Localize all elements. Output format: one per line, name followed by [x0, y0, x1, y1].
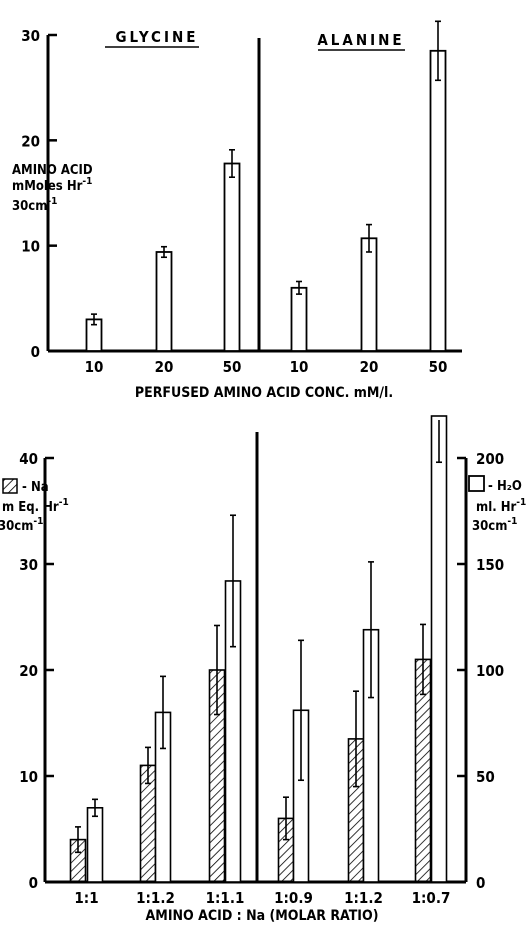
h2o-error-bar	[436, 420, 442, 464]
h2o-error-bar	[298, 639, 304, 782]
group-title-alanine: ALANINE	[317, 31, 404, 49]
bottom-x-tick-label: 1:1.2	[344, 889, 383, 907]
top-chart: 0 10 20 30 10 20 50 10 20 50 GLYCINE ALANINE AMI…	[12, 20, 462, 401]
bottom-x-tick-label: 1:1.2	[136, 889, 175, 907]
na-error-bar	[75, 826, 81, 854]
h2o-bar	[86, 806, 104, 883]
group-title-glycine: GLYCINE	[115, 28, 198, 46]
bottom-left-ylabel-line2-exp: -1	[33, 516, 43, 527]
top-x-axis-title: PERFUSED AMINO ACID CONC. mM/l.	[135, 385, 393, 401]
bottom-left-y-tick-label: 10	[19, 768, 38, 786]
h2o-error-bar	[160, 675, 166, 750]
bottom-chart: 0 10 20 30 40 0 50 100 150 200 1:1 1:1.2 1:1.1 1:0.…	[0, 415, 526, 924]
top-error-bar	[366, 223, 372, 253]
bottom-x-tick-label: 1:1	[74, 889, 98, 907]
top-x-tick-label: 50	[429, 358, 448, 376]
bottom-left-y-tick-label: 30	[19, 556, 38, 574]
top-error-bar	[296, 280, 302, 295]
bottom-right-ylabel-line2: 30cm-1	[472, 516, 517, 534]
na-error-bar	[353, 690, 359, 788]
top-bar	[155, 251, 173, 352]
legend-h2o-swatch	[468, 475, 485, 492]
top-error-bar	[91, 313, 97, 326]
top-error-bar	[161, 245, 167, 259]
top-y-tick-label: 30	[21, 27, 40, 45]
top-x-tick-label: 50	[223, 358, 242, 376]
top-bar	[429, 49, 447, 352]
h2o-error-bar	[368, 561, 374, 699]
bottom-right-ylabel-line1: ml. Hr-1	[476, 497, 526, 515]
bottom-left-ylabel-line1-exp: -1	[59, 497, 69, 508]
top-y-ticks: 0 10 20 30	[21, 27, 57, 361]
bottom-left-ylabel-line1: m Eq. Hr-1	[2, 497, 69, 515]
legend-na-label: Na	[31, 480, 49, 495]
bottom-right-y-tick-label: 50	[476, 768, 495, 786]
top-bars: 10 20 50 10 20 50	[85, 20, 448, 376]
bottom-right-y-tick-label: 100	[476, 662, 504, 680]
bottom-right-ylabel-line2-exp: -1	[507, 516, 517, 527]
top-bar	[290, 286, 308, 352]
bottom-left-y-tick-label: 40	[19, 450, 38, 468]
top-y-tick-label: 10	[21, 238, 40, 256]
top-ylabel-line3: 30cm-1	[12, 196, 57, 214]
top-bar	[360, 237, 378, 352]
bottom-right-ylabel-line2-text: 30cm	[472, 519, 507, 534]
bottom-left-y-tick-label: 0	[29, 874, 38, 892]
bottom-right-y-tick-label: 0	[476, 874, 485, 892]
top-ylabel-line2-exp: -1	[82, 176, 92, 187]
bottom-x-tick-label: 1:0.7	[412, 889, 451, 907]
top-error-bar	[435, 20, 441, 82]
top-ylabel-line1: AMINO ACID	[12, 163, 93, 178]
top-ylabel-line2-text: mMoles Hr	[12, 179, 83, 194]
bottom-right-y-tick-label: 150	[476, 556, 504, 574]
bottom-x-tick-label: 1:1.1	[206, 889, 245, 907]
top-y-tick-label: 0	[31, 343, 40, 361]
bottom-right-ylabel-line1-exp: -1	[516, 497, 526, 508]
na-error-bar	[420, 623, 426, 696]
bottom-bars: 1:1 1:1.2 1:1.1 1:0.9 1:1.2 1:0.7	[69, 415, 451, 907]
bottom-left-ylabel-line2: 30cm-1	[0, 516, 43, 534]
top-ylabel-line3-exp: -1	[47, 196, 57, 207]
top-ylabel-line3-text: 30cm	[12, 199, 47, 214]
legend-h2o-label: H₂O	[497, 479, 522, 494]
top-x-tick-label: 20	[155, 358, 174, 376]
bottom-right-y-ticks: 0 50 100 150 200	[457, 450, 504, 892]
legend-na: - Na	[22, 480, 49, 495]
bottom-left-ylabel-line1-text: m Eq. Hr	[2, 500, 59, 515]
bottom-x-axis-title: AMINO ACID : Na (MOLAR RATIO)	[146, 908, 379, 924]
h2o-error-bar	[92, 798, 98, 818]
na-error-bar	[283, 796, 289, 841]
bottom-x-tick-label: 1:0.9	[274, 889, 313, 907]
top-ylabel-line2: mMoles Hr-1	[12, 176, 92, 194]
h2o-error-bar	[230, 514, 236, 648]
legend-h2o: - H₂O	[488, 479, 522, 494]
legend-h2o-dash: -	[488, 479, 497, 494]
legend-na-swatch	[2, 478, 18, 494]
na-error-bar	[145, 746, 151, 785]
bottom-left-y-ticks: 0 10 20 30 40	[19, 450, 54, 892]
legend-na-dash: -	[22, 480, 31, 495]
bottom-left-ylabel-line2-text: 30cm	[0, 519, 33, 534]
bottom-left-y-tick-label: 20	[19, 662, 38, 680]
top-bar	[223, 162, 241, 352]
bottom-right-y-tick-label: 200	[476, 450, 504, 468]
h2o-bar	[430, 415, 448, 883]
top-error-bar	[229, 149, 235, 178]
top-x-tick-label: 20	[360, 358, 379, 376]
na-error-bar	[214, 624, 220, 716]
top-x-tick-label: 10	[85, 358, 104, 376]
bottom-right-ylabel-line1-text: ml. Hr	[476, 500, 516, 515]
top-x-tick-label: 10	[290, 358, 309, 376]
top-y-tick-label: 20	[21, 132, 40, 150]
